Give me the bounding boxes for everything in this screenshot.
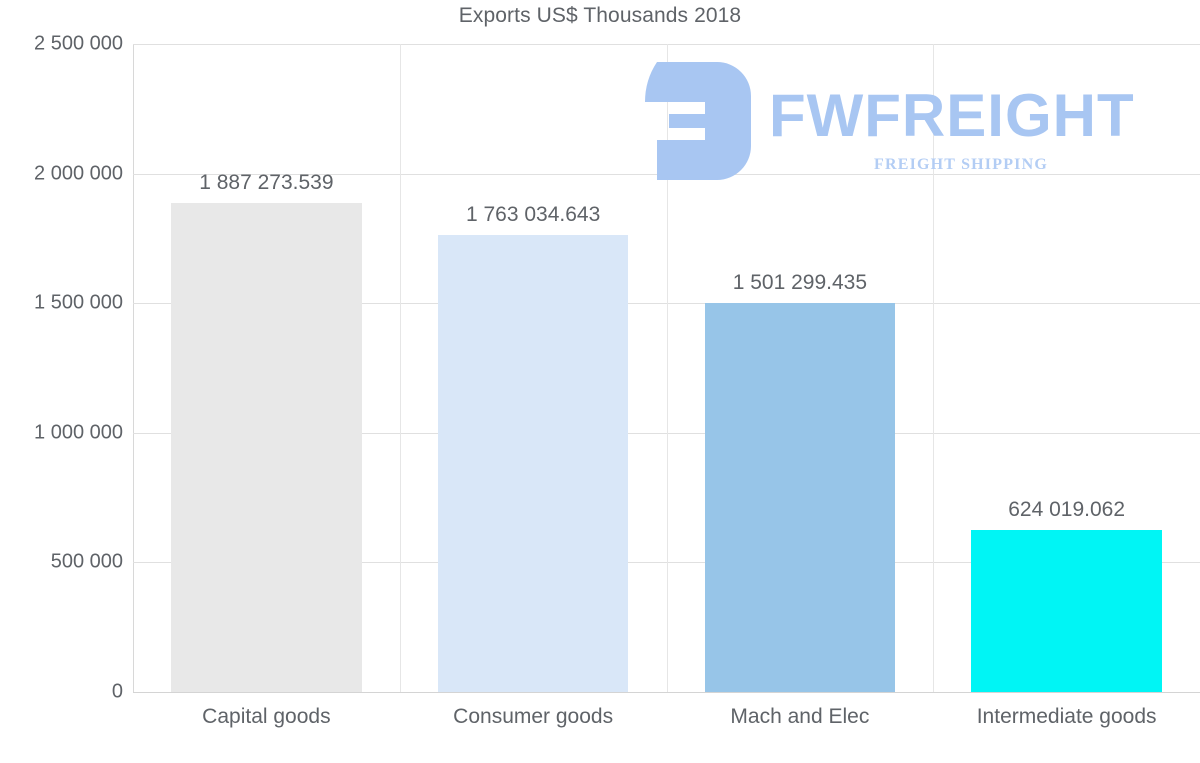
x-axis-category-label: Capital goods <box>202 705 331 728</box>
bar[interactable] <box>171 202 362 692</box>
chart-title: Exports US$ Thousands 2018 <box>458 4 742 27</box>
plot-area <box>133 44 1200 693</box>
y-axis-tick-label: 2 000 000 <box>34 162 123 185</box>
bar[interactable] <box>704 302 896 692</box>
bar-value-label: 1 501 299.435 <box>732 270 868 294</box>
y-axis-tick-label: 0 <box>111 680 123 703</box>
y-axis-line <box>133 44 134 692</box>
category-separator <box>399 44 401 692</box>
bar-value-label: 1 887 273.539 <box>199 170 334 194</box>
category-separator <box>933 44 935 692</box>
bar-value-label: 1 763 034.643 <box>465 203 601 227</box>
y-axis-tick-label: 500 000 <box>50 550 123 573</box>
x-axis-category-label: Mach and Elec <box>730 705 870 728</box>
y-axis-tick-label: 2 500 000 <box>34 32 123 55</box>
x-axis-category-label: Consumer goods <box>453 705 614 728</box>
x-axis-category-label: Intermediate goods <box>976 705 1157 728</box>
bar-value-label: 624 019.062 <box>1008 498 1126 522</box>
category-separator <box>666 44 668 692</box>
gridline <box>133 692 1200 693</box>
bar[interactable] <box>437 235 629 692</box>
y-axis-tick-label: 1 000 000 <box>34 421 123 444</box>
bar[interactable] <box>971 530 1162 692</box>
y-axis-tick-label: 1 500 000 <box>34 291 123 314</box>
